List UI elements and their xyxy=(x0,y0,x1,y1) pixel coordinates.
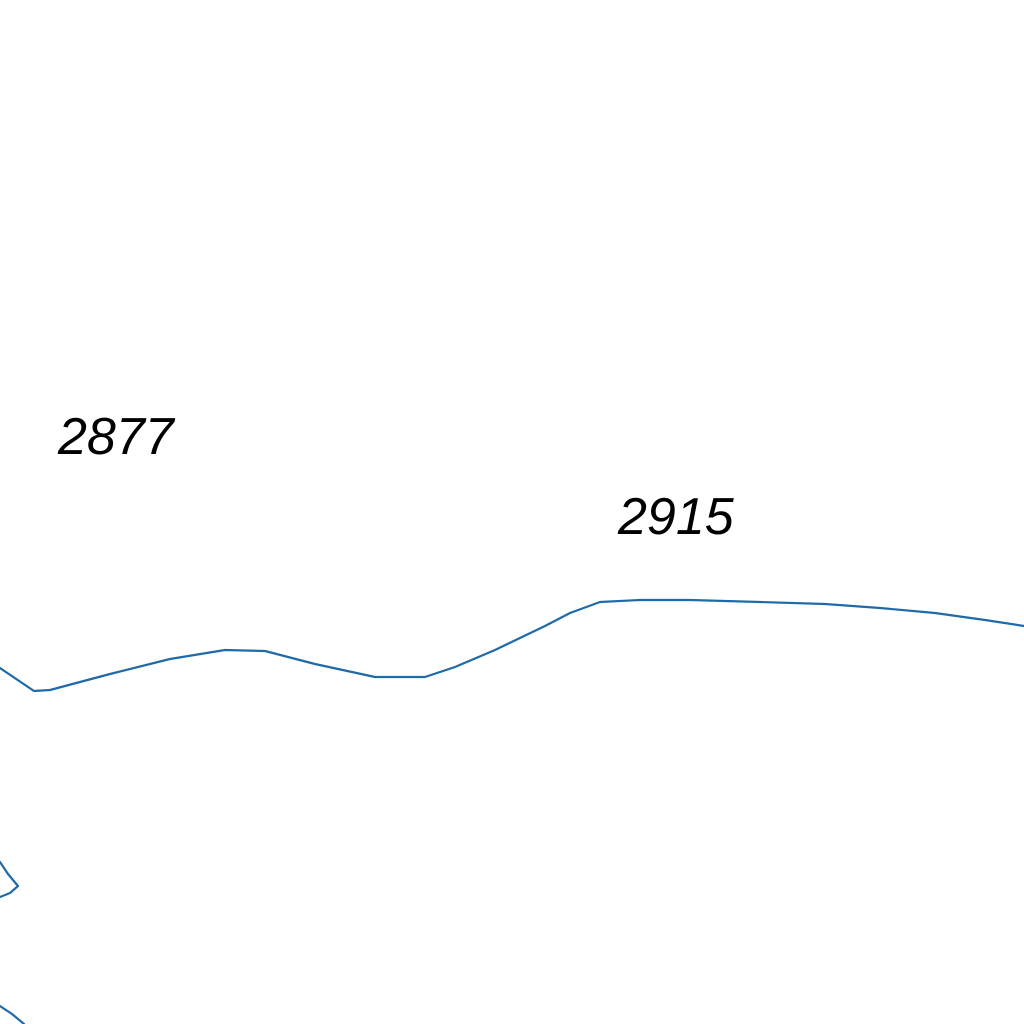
contour-fragment xyxy=(0,860,20,899)
contour-fragment xyxy=(0,1004,26,1024)
elevation-label: 2877 xyxy=(57,408,176,466)
contour-line xyxy=(0,598,1024,693)
elevation-label: 2915 xyxy=(617,488,735,546)
